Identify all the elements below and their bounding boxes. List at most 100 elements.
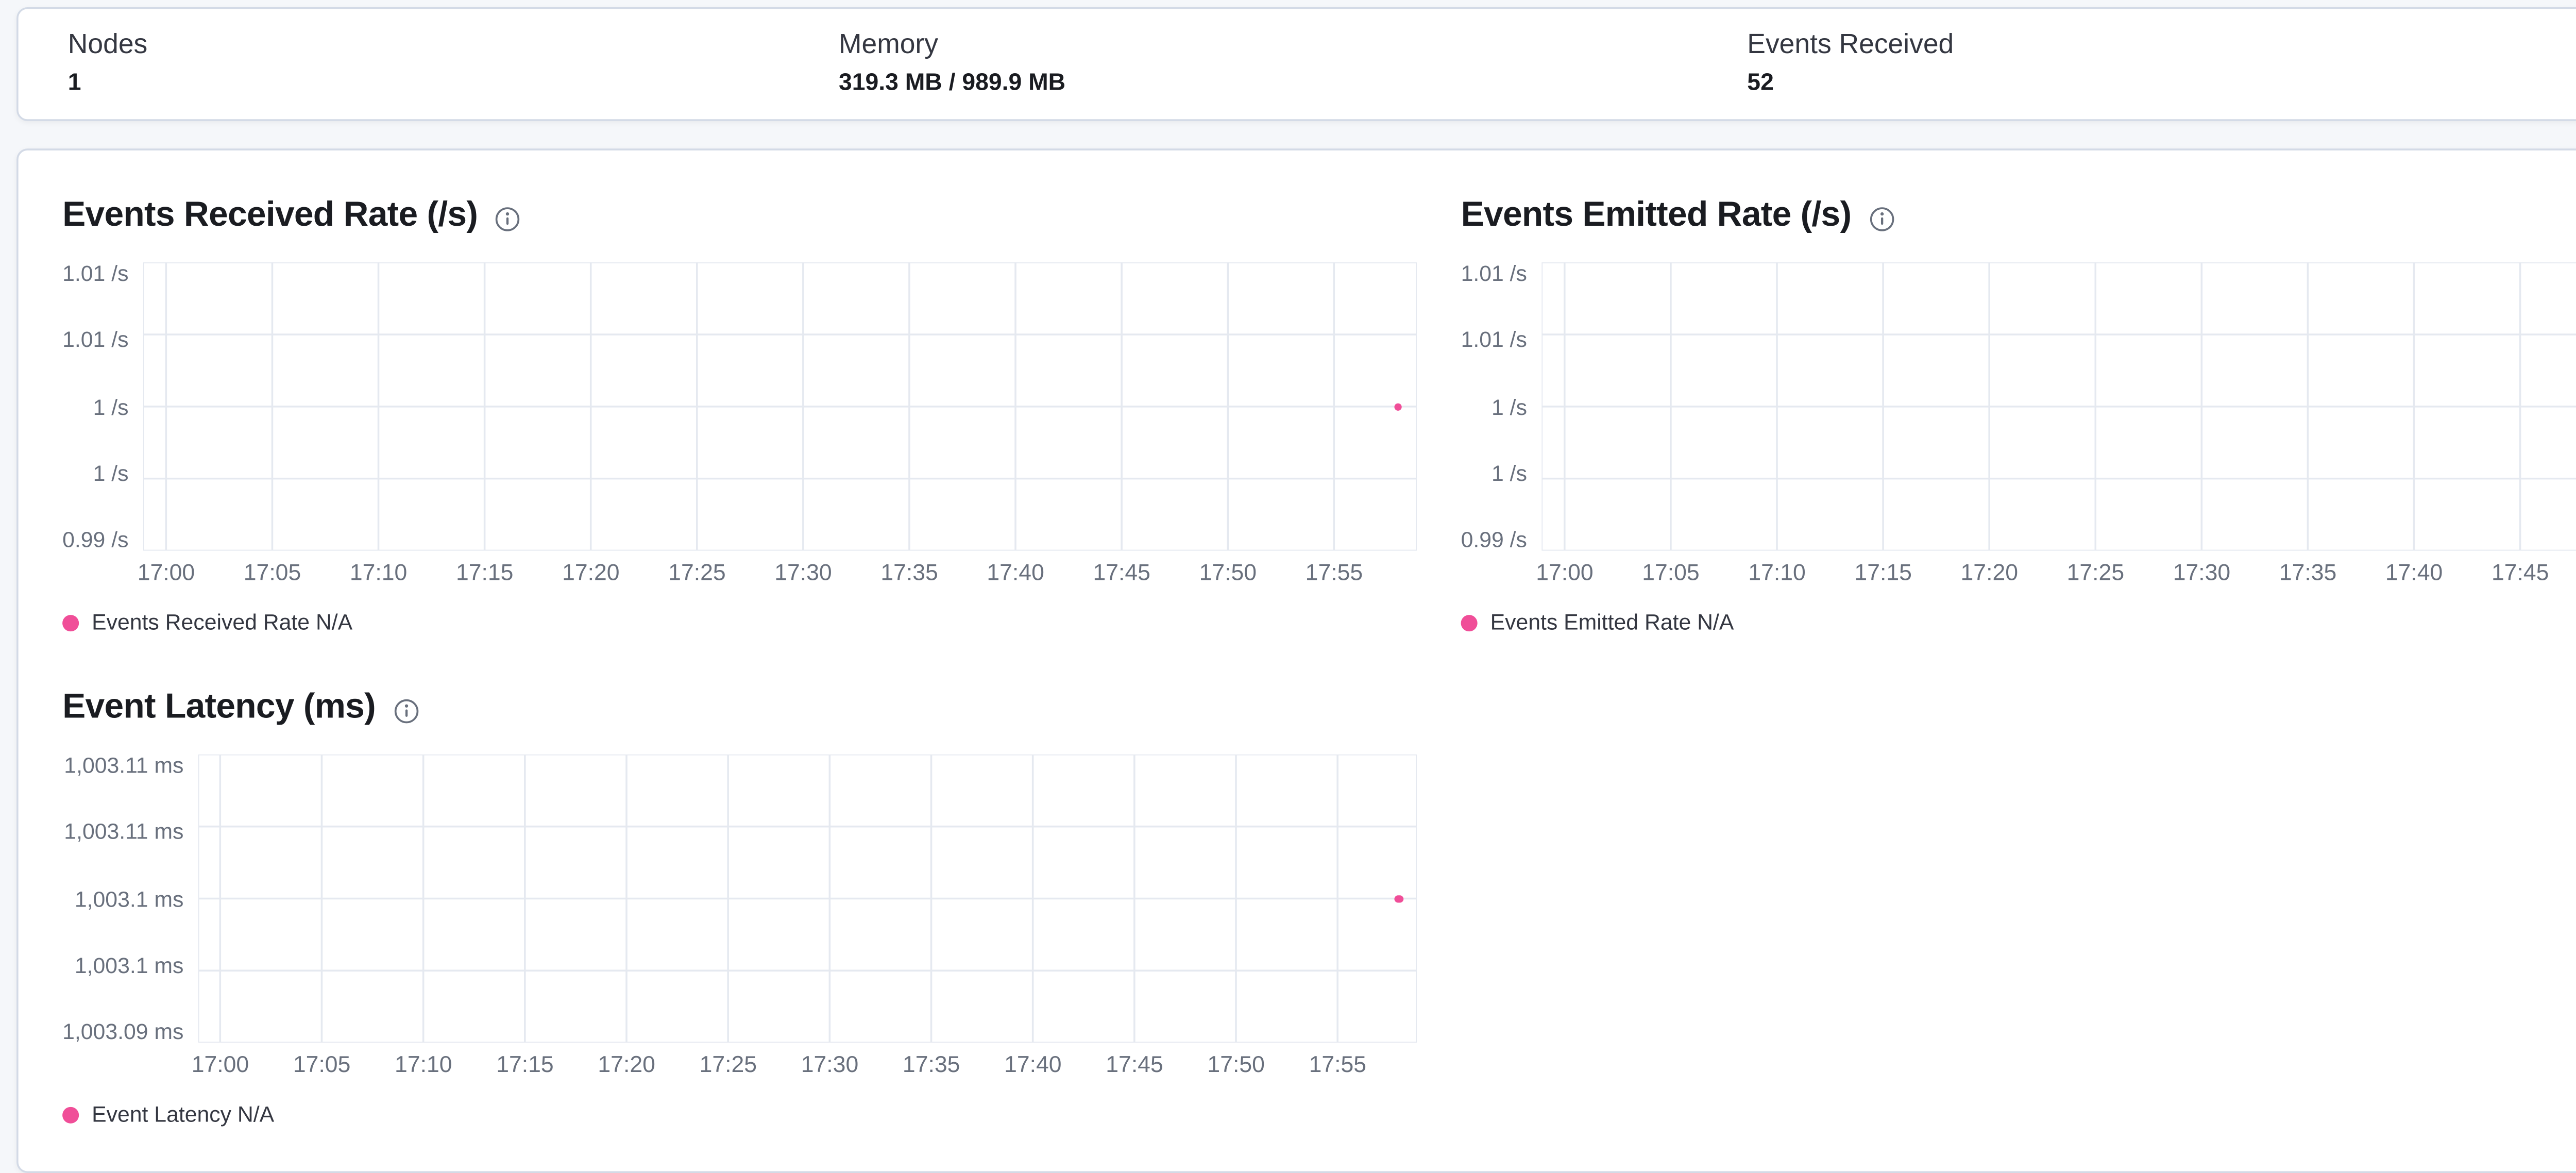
chart-header: Event Latency (ms) [62, 686, 1417, 730]
y-tick-label: 1,003.1 ms [74, 952, 184, 978]
x-tick-label: 17:15 [496, 1051, 554, 1078]
legend-dot [62, 1106, 79, 1123]
y-tick-label: 1,003.09 ms [62, 1018, 184, 1045]
y-tick-label: 1.01 /s [1461, 327, 1527, 353]
chart-body: 1.01 /s 1.01 /s 1 /s 1 /s 0.99 /s 17:00 17:05… [62, 262, 1417, 588]
info-icon[interactable] [392, 697, 419, 724]
x-tick-label: 17:55 [1309, 1051, 1367, 1078]
y-tick-label: 1.01 /s [1461, 260, 1527, 287]
y-tick-label: 1 /s [1492, 460, 1527, 486]
x-tick-label: 17:20 [598, 1051, 655, 1078]
monitoring-dashboard: Nodes 1 Memory 319.3 MB / 989.9 MB Event… [0, 7, 2576, 1173]
chart-title: Events Emitted Rate (/s) [1461, 196, 1852, 235]
x-tick-label: 17:55 [1305, 560, 1363, 586]
x-tick-label: 17:45 [1106, 1051, 1163, 1078]
plot-column: 17:00 17:05 17:10 17:15 17:20 17:25 17:30 17:35… [138, 262, 1417, 588]
legend-label: Events Emitted Rate N/A [1490, 609, 1734, 635]
charts-grid: Events Received Rate (/s) 1.01 /s 1.01 /s… [62, 194, 2576, 1127]
stat-value: 319.3 MB / 989.9 MB [838, 68, 1066, 95]
x-tick-label: 17:40 [987, 560, 1044, 586]
x-axis-labels: 17:00 17:05 17:10 17:15 17:20 17:25 17:30 17:35… [1536, 560, 2576, 587]
x-tick-label: 17:45 [2491, 560, 2549, 586]
x-tick-label: 17:10 [1748, 560, 1806, 586]
x-tick-label: 17:05 [1642, 560, 1700, 586]
x-tick-label: 17:15 [1854, 560, 1912, 586]
y-tick-label: 0.99 /s [1461, 527, 1527, 553]
y-tick-label: 1 /s [1492, 393, 1527, 420]
chart-title: Event Latency (ms) [62, 688, 376, 727]
y-axis-labels: 1.01 /s 1.01 /s 1 /s 1 /s 0.99 /s [62, 262, 143, 550]
stat-nodes: Nodes 1 [67, 29, 839, 95]
x-tick-label: 17:40 [2385, 560, 2443, 586]
stat-value: 52 [1747, 68, 1774, 95]
plot-column: 17:00 17:05 17:10 17:15 17:20 17:25 17:30 17:35… [192, 755, 1417, 1080]
y-tick-label: 1,003.11 ms [64, 819, 184, 845]
info-icon[interactable] [494, 205, 521, 232]
plot-area[interactable] [1541, 262, 2576, 550]
legend-label: Events Received Rate N/A [92, 609, 353, 635]
stat-label: Memory [838, 29, 938, 61]
y-tick-label: 1,003.1 ms [74, 885, 184, 912]
info-icon[interactable] [1868, 205, 1895, 232]
legend-label: Event Latency N/A [92, 1101, 275, 1128]
y-tick-label: 1 /s [93, 460, 129, 486]
x-tick-label: 17:25 [2066, 560, 2125, 586]
y-axis-labels: 1,003.11 ms 1,003.11 ms 1,003.1 ms 1,003.1 … [62, 755, 198, 1043]
x-tick-label: 17:05 [293, 1051, 351, 1078]
x-axis-labels: 17:00 17:05 17:10 17:15 17:20 17:25 17:30 17:35… [192, 1051, 1417, 1079]
charts-panel: Events Received Rate (/s) 1.01 /s 1.01 /s… [16, 148, 2576, 1173]
x-tick-label: 17:30 [801, 1051, 859, 1078]
x-tick-label: 17:25 [668, 560, 726, 586]
x-tick-label: 17:25 [699, 1051, 757, 1078]
plot-column: 17:00 17:05 17:10 17:15 17:20 17:25 17:30 17:35… [1536, 262, 2576, 588]
legend-dot [62, 614, 79, 631]
chart-event-latency: Event Latency (ms) 1,003.11 ms 1,003.11 m… [62, 686, 1417, 1127]
chart-title: Events Received Rate (/s) [62, 196, 478, 235]
y-tick-label: 1.01 /s [62, 260, 129, 287]
x-tick-label: 17:45 [1093, 560, 1150, 586]
x-tick-label: 17:00 [191, 1051, 249, 1078]
x-tick-label: 17:10 [395, 1051, 452, 1078]
x-tick-label: 17:35 [902, 1051, 960, 1078]
chart-header: Events Emitted Rate (/s) [1461, 194, 2576, 238]
x-axis-labels: 17:00 17:05 17:10 17:15 17:20 17:25 17:30 17:35… [138, 560, 1417, 587]
y-tick-label: 1.01 /s [62, 327, 129, 353]
data-point[interactable] [1394, 894, 1403, 903]
chart-body: 1,003.11 ms 1,003.11 ms 1,003.1 ms 1,003.1 … [62, 755, 1417, 1080]
x-tick-label: 17:00 [137, 560, 195, 586]
legend-item[interactable]: Event Latency N/A [62, 1101, 1417, 1127]
stat-value: 1 [67, 68, 81, 95]
summary-stats-bar: Nodes 1 Memory 319.3 MB / 989.9 MB Event… [16, 7, 2576, 121]
plot-area[interactable] [143, 262, 1417, 550]
stat-label: Events Received [1747, 29, 1954, 61]
legend-item[interactable]: Events Received Rate N/A [62, 609, 1417, 635]
chart-events-received-rate: Events Received Rate (/s) 1.01 /s 1.01 /s… [62, 194, 1417, 635]
y-tick-label: 1 /s [93, 393, 129, 420]
x-tick-label: 17:30 [2173, 560, 2231, 586]
y-tick-label: 1,003.11 ms [64, 752, 184, 779]
plot-area[interactable] [198, 755, 1417, 1043]
x-tick-label: 17:50 [1207, 1051, 1265, 1078]
x-tick-label: 17:40 [1004, 1051, 1062, 1078]
y-tick-label: 0.99 /s [62, 527, 129, 553]
x-tick-label: 17:00 [1536, 560, 1594, 586]
x-tick-label: 17:05 [243, 560, 301, 586]
x-tick-label: 17:20 [562, 560, 620, 586]
x-tick-label: 17:10 [349, 560, 408, 586]
chart-header: Events Received Rate (/s) [62, 194, 1417, 238]
x-tick-label: 17:35 [2279, 560, 2337, 586]
x-tick-label: 17:50 [1199, 560, 1257, 586]
empty-grid-cell [1461, 686, 2576, 1127]
chart-body: 1.01 /s 1.01 /s 1 /s 1 /s 0.99 /s 17:00 17:05… [1461, 262, 2576, 588]
x-tick-label: 17:35 [880, 560, 938, 586]
stat-events-received: Events Received 52 [1747, 29, 2576, 95]
stat-memory: Memory 319.3 MB / 989.9 MB [838, 29, 1747, 95]
legend-dot [1461, 614, 1478, 631]
legend-item[interactable]: Events Emitted Rate N/A [1461, 609, 2576, 635]
chart-events-emitted-rate: Events Emitted Rate (/s) 1.01 /s 1.01 /s 1… [1461, 194, 2576, 635]
x-tick-label: 17:20 [1960, 560, 2018, 586]
y-axis-labels: 1.01 /s 1.01 /s 1 /s 1 /s 0.99 /s [1461, 262, 1542, 550]
stat-label: Nodes [67, 29, 148, 61]
x-tick-label: 17:15 [455, 560, 514, 586]
data-point[interactable] [1394, 402, 1402, 411]
